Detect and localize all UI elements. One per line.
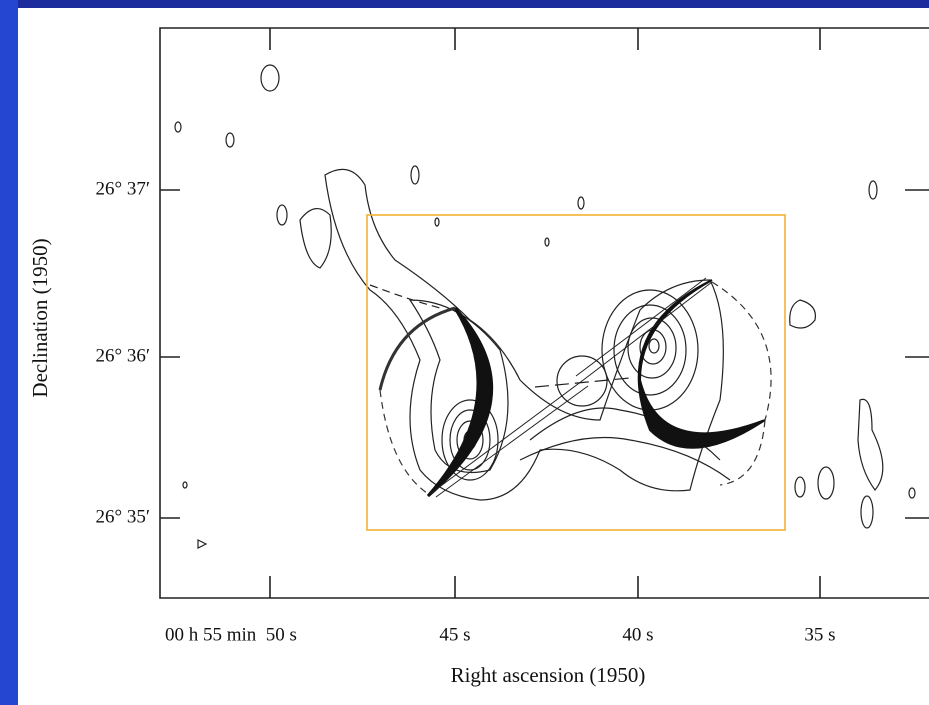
jet-model [369,277,772,498]
highlight-box [366,214,786,531]
x-tick-label: 40 s [622,624,653,645]
y-tick-label: 26° 36′ [95,345,150,366]
plot-frame [159,27,929,599]
top-border [0,0,929,8]
y-tick-label: 26° 35′ [95,506,150,527]
x-tick-label: 45 s [439,624,470,645]
left-border [0,0,18,705]
x-tick-label: 00 h 55 min 50 s [165,624,297,645]
x-axis-label: Right ascension (1950) [451,663,646,687]
y-tick-label: 26° 37′ [95,178,150,199]
y-axis-label: Declination (1950) [28,238,52,397]
figure-background [18,8,929,705]
x-tick-label: 35 s [804,624,835,645]
